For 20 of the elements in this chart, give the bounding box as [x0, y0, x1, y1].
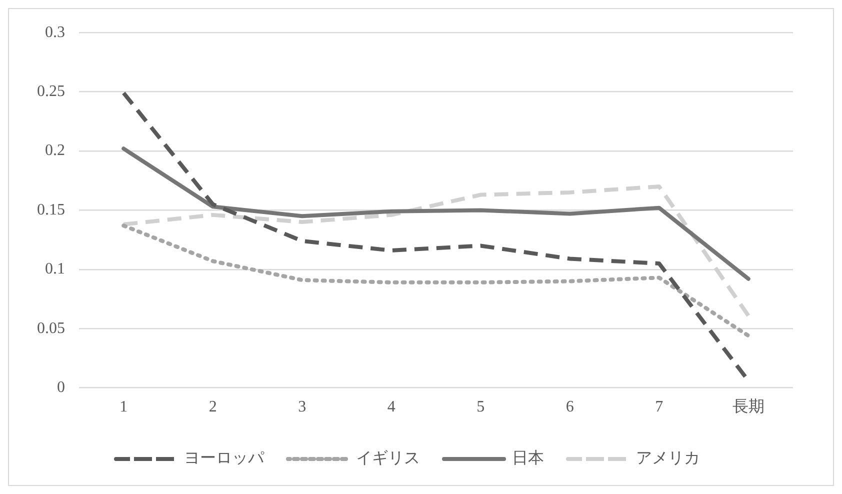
legend-label: ヨーロッパ: [184, 450, 265, 468]
x-tick-label: 2: [208, 398, 217, 416]
x-tick-label: 3: [298, 398, 306, 416]
y-tick-label: 0.15: [37, 201, 65, 218]
legend-label: イギリス: [356, 449, 420, 468]
y-tick-label: 0.2: [45, 142, 65, 160]
y-tick-label: 0: [57, 379, 65, 396]
legend-label: アメリカ: [636, 450, 700, 468]
x-tick-label: 1: [120, 398, 128, 416]
y-tick-label: 0.1: [45, 260, 65, 278]
y-tick-label: 0.3: [45, 24, 65, 41]
y-tick-label: 0.25: [37, 83, 65, 100]
line-series: [122, 224, 750, 338]
legend-label: 日本: [512, 449, 544, 468]
x-tick-label: 4: [387, 398, 396, 416]
x-tick-label: 6: [566, 398, 574, 416]
y-tick-label: 0.05: [37, 320, 65, 337]
x-tick-label: 7: [655, 398, 664, 416]
x-tick-label: 5: [476, 398, 485, 416]
x-tick-label: 長期: [732, 398, 764, 416]
